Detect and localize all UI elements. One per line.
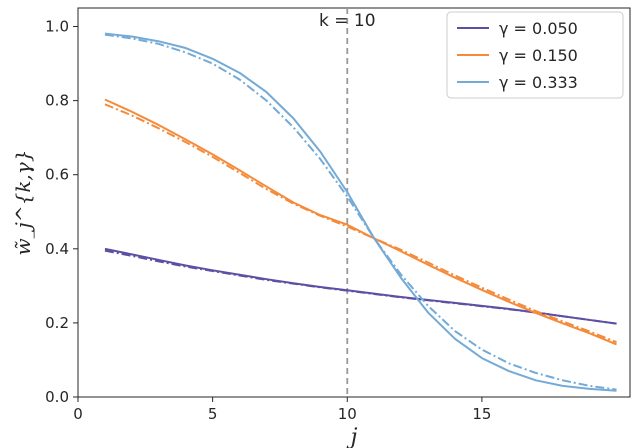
y-tick-label: 0.0 xyxy=(45,388,69,406)
y-tick-label: 0.6 xyxy=(45,166,69,184)
series-line-6-dashdot xyxy=(104,33,617,391)
series-line-5-solid xyxy=(104,32,617,392)
x-tick-label: 10 xyxy=(338,405,357,423)
y-axis-label: w̃_j^{k,γ} xyxy=(11,150,35,256)
legend-box xyxy=(446,11,624,99)
x-axis-label: j xyxy=(346,425,358,448)
plot-border xyxy=(77,7,631,398)
y-tick-label: 0.4 xyxy=(45,240,69,258)
x-tick-label: 15 xyxy=(472,405,491,423)
legend: γ = 0.050 γ = 0.150 γ = 0.333 xyxy=(446,11,624,99)
legend-label-series-2: γ = 0.150 xyxy=(499,46,578,65)
plot-area xyxy=(77,7,631,398)
legend-label-series-1: γ = 0.050 xyxy=(499,19,578,38)
y-tick-label: 0.8 xyxy=(45,92,69,110)
y-tick-label: 1.0 xyxy=(45,18,69,36)
x-tick-label: 0 xyxy=(73,405,83,423)
axis-ticks: 0 5 10 15 0.0 0.2 0.4 0.6 0.8 1.0 xyxy=(45,18,491,423)
y-tick-label: 0.2 xyxy=(45,314,69,332)
series-line-4-dashdot xyxy=(104,103,617,344)
legend-label-series-3: γ = 0.333 xyxy=(499,73,578,92)
series-layer xyxy=(104,32,617,392)
series-line-3-solid xyxy=(104,98,617,346)
x-tick-label: 5 xyxy=(208,405,218,423)
annotation-k-label: k = 10 xyxy=(319,11,376,31)
